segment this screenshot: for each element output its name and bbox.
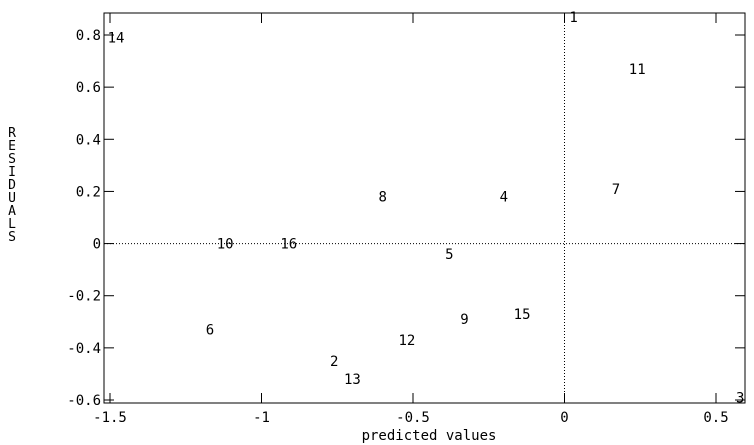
point-label-2: 2: [330, 354, 338, 370]
y-axis-ticks: -0.6 -0.4 -0.2 0 0.2 0.4 0.6 0.8: [67, 28, 745, 409]
y-tick-label: 0.8: [76, 28, 101, 44]
y-tick-label: -0.6: [67, 393, 101, 409]
point-label-1: 1: [569, 10, 577, 26]
y-axis-label-letter: S: [8, 152, 16, 167]
point-label-7: 7: [612, 182, 620, 198]
y-axis-label-letter: D: [8, 178, 16, 193]
point-label-12: 12: [399, 333, 416, 349]
x-tick-label: -0.5: [396, 410, 430, 426]
point-label-14: 14: [108, 31, 125, 47]
x-tick-label: 0.5: [703, 410, 728, 426]
y-tick-label: 0.4: [76, 132, 101, 148]
y-tick-label: 0.2: [76, 184, 101, 200]
point-label-6: 6: [206, 323, 214, 339]
y-tick-label: -0.4: [67, 341, 101, 357]
point-label-13: 13: [344, 372, 361, 388]
x-tick-label: -1: [253, 410, 270, 426]
plot-frame: [103, 12, 746, 404]
y-axis-label-letter: R: [8, 126, 16, 141]
y-axis-label-letter: A: [8, 204, 16, 219]
point-label-11: 11: [629, 62, 646, 78]
x-axis-ticks: -1.5 -1 -0.5 0 0.5: [93, 13, 729, 426]
x-tick-label: 0: [560, 410, 568, 426]
y-tick-label: 0.6: [76, 80, 101, 96]
point-label-4: 4: [500, 190, 508, 206]
point-label-16: 16: [280, 237, 297, 253]
point-label-15: 15: [514, 307, 531, 323]
y-tick-label: 0: [93, 237, 101, 253]
y-axis-label-letter: U: [8, 191, 16, 206]
x-axis-label: predicted values: [362, 428, 497, 444]
y-axis-label-letter: L: [8, 217, 16, 232]
y-axis-label-letter: E: [8, 139, 16, 154]
y-axis-label-letter: I: [8, 165, 16, 180]
x-tick-label: -1.5: [93, 410, 127, 426]
point-label-9: 9: [460, 312, 468, 328]
point-label-8: 8: [378, 190, 386, 206]
point-label-5: 5: [445, 247, 453, 263]
point-label-10: 10: [217, 237, 234, 253]
reference-lines: [104, 13, 745, 403]
y-axis-label-letter: S: [8, 230, 16, 245]
point-label-3: 3: [736, 390, 744, 406]
y-tick-label: -0.2: [67, 289, 101, 305]
